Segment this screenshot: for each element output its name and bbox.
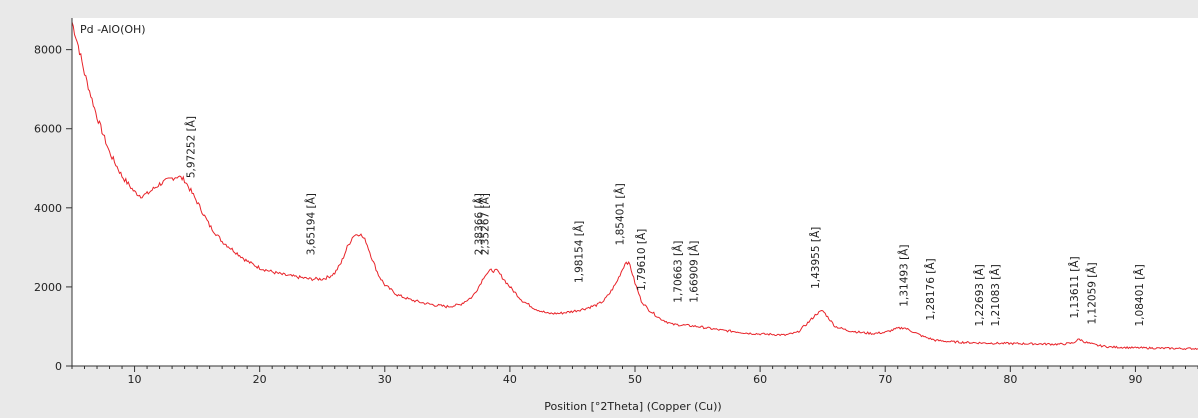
peak-label: 1,21083 [Å] <box>989 264 1002 326</box>
peak-label: 5,97252 [Å] <box>185 116 198 178</box>
peak-label: 1,31493 [Å] <box>898 245 911 307</box>
y-tick-label: 4000 <box>34 202 62 215</box>
peak-label: 1,85401 [Å] <box>614 183 627 245</box>
x-tick-label: 60 <box>753 373 767 386</box>
x-tick-label: 70 <box>878 373 892 386</box>
x-tick-label: 20 <box>253 373 267 386</box>
peak-label: 1,28176 [Å] <box>924 258 937 320</box>
x-tick-label: 90 <box>1128 373 1142 386</box>
peak-label: 1,79610 [Å] <box>635 229 648 291</box>
peak-label: 1,13611 [Å] <box>1068 256 1081 318</box>
x-tick-label: 50 <box>628 373 642 386</box>
marks-layer: 10 20 30 40 50 60 70 80 90 0 2000 4000 6000 8000 5,972… <box>34 21 1198 386</box>
peak-label: 1,98154 [Å] <box>572 221 585 283</box>
peak-label: 1,22693 [Å] <box>973 264 986 326</box>
y-tick-label: 2000 <box>34 281 62 294</box>
peak-label: 1,08401 [Å] <box>1133 264 1146 326</box>
peak-label: 1,12059 [Å] <box>1085 262 1098 324</box>
y-tick-label: 0 <box>55 360 62 373</box>
x-tick-label: 80 <box>1003 373 1017 386</box>
peak-label: 3,65194 [Å] <box>305 193 318 255</box>
x-tick-label: 40 <box>503 373 517 386</box>
x-tick-label: 30 <box>378 373 392 386</box>
peak-label: 1,66909 [Å] <box>688 241 701 303</box>
chart-title: Pd -AlO(OH) <box>80 23 146 36</box>
peak-label: 2,38366 [Å] <box>472 193 485 255</box>
y-tick-label: 8000 <box>34 44 62 57</box>
y-tick-label: 6000 <box>34 123 62 136</box>
x-tick-label: 10 <box>128 373 142 386</box>
peak-label: 1,70663 [Å] <box>671 241 684 303</box>
peak-label: 2,35267 [Å] <box>479 193 492 255</box>
plot-area <box>72 18 1198 366</box>
series-line <box>71 21 1198 351</box>
peak-label: 1,43955 [Å] <box>809 227 822 289</box>
x-axis-title: Position [°2Theta] (Copper (Cu)) <box>544 400 721 413</box>
